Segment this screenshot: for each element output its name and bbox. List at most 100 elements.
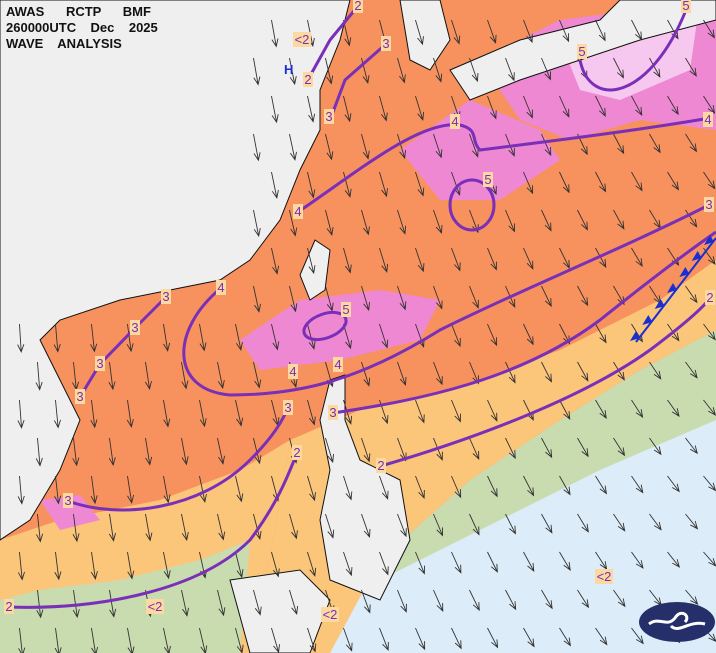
wind-arrow bbox=[649, 513, 662, 531]
wind-arrow bbox=[415, 399, 425, 424]
wind-arrow bbox=[487, 95, 497, 120]
wind-arrow bbox=[595, 627, 608, 646]
wind-arrow bbox=[361, 361, 371, 387]
front-triangle bbox=[704, 235, 714, 245]
front-triangle bbox=[679, 267, 690, 277]
wind-arrow bbox=[433, 57, 443, 83]
wind-arrow bbox=[253, 513, 262, 541]
wind-arrow bbox=[631, 171, 643, 192]
wind-arrow bbox=[559, 475, 571, 496]
wind-arrow bbox=[577, 437, 589, 458]
wind-arrow bbox=[181, 513, 189, 542]
wind-arrow bbox=[631, 551, 644, 569]
contour-label-bg bbox=[95, 356, 105, 371]
wind-arrow bbox=[415, 551, 425, 575]
contour-label-bg bbox=[146, 599, 164, 614]
wind-arrow bbox=[685, 57, 697, 77]
contour-label-bg bbox=[703, 112, 713, 127]
wind-arrow bbox=[325, 57, 334, 85]
contour-label: 3 bbox=[705, 197, 712, 212]
wind-arrow bbox=[253, 589, 262, 616]
wind-arrow bbox=[72, 589, 80, 619]
wind-arrow bbox=[415, 95, 425, 121]
wind-arrow bbox=[217, 437, 225, 465]
wind-arrow bbox=[577, 361, 589, 382]
contour-label: 2 bbox=[304, 72, 311, 87]
wind-arrow bbox=[90, 551, 98, 581]
wind-arrow bbox=[253, 57, 261, 86]
wind-arrow bbox=[72, 437, 80, 467]
wind-arrow bbox=[54, 551, 62, 581]
map-header: AWAS RCTP BMF 260000UTC Dec 2025 WAVE ANAL… bbox=[6, 4, 158, 52]
wind-arrow bbox=[253, 437, 262, 465]
wind-arrow bbox=[397, 133, 406, 160]
contour-label: 4 bbox=[289, 364, 296, 379]
wind-arrow bbox=[541, 209, 552, 232]
contour-labels: 2 <2 3 2 3 5 5 4 4 5 4 3 3 4 3 5 3 3 4 4 2 3 3 2 2 3 <2 <2 <2 2 bbox=[4, 0, 715, 622]
wind-arrow bbox=[487, 247, 497, 271]
wind-arrow bbox=[541, 57, 551, 81]
wind-arrow bbox=[307, 247, 316, 275]
wind-arrow bbox=[685, 513, 699, 530]
contour-2 bbox=[303, 5, 360, 86]
contour-label-bg bbox=[63, 493, 73, 508]
contour-label-bg bbox=[75, 389, 85, 404]
wind-arrow bbox=[109, 589, 117, 618]
wind-arrow bbox=[235, 323, 243, 351]
wind-arrow bbox=[271, 95, 279, 124]
wind-arrow bbox=[451, 475, 462, 499]
wind-arrow bbox=[199, 399, 207, 428]
wind-arrow bbox=[144, 361, 152, 390]
contour-label-bg bbox=[303, 72, 313, 87]
wind-arrow bbox=[451, 323, 461, 348]
wind-arrow bbox=[415, 19, 424, 46]
wind-arrow bbox=[253, 209, 261, 238]
wind-arrow bbox=[649, 133, 661, 154]
contour-5-central bbox=[448, 178, 496, 232]
wind-arrow bbox=[253, 361, 262, 389]
wind-arrow bbox=[433, 285, 443, 310]
contour-label: 3 bbox=[284, 400, 291, 415]
contour-label-bg bbox=[353, 0, 363, 13]
contour-label-bg bbox=[704, 197, 714, 212]
wind-arrow bbox=[361, 513, 371, 539]
wind-arrow bbox=[667, 95, 679, 116]
wind-arrow bbox=[685, 285, 698, 304]
contour-label: 3 bbox=[131, 320, 138, 335]
wind-arrow bbox=[703, 399, 716, 416]
wind-arrow bbox=[361, 437, 371, 463]
contour-label-bg bbox=[293, 204, 303, 219]
wind-arrow bbox=[163, 399, 171, 428]
wind-arrow bbox=[541, 361, 552, 383]
wind-arrow bbox=[17, 551, 25, 581]
wind-arrow bbox=[199, 475, 207, 503]
wind-arrow bbox=[523, 551, 535, 572]
wind-arrow bbox=[217, 361, 225, 390]
wind-arrow bbox=[487, 475, 498, 498]
land-borneo bbox=[229, 569, 331, 653]
wind-arrow bbox=[451, 627, 462, 650]
contour-label-bg bbox=[376, 458, 386, 473]
wind-arrow bbox=[17, 323, 25, 353]
wind-arrow bbox=[379, 627, 389, 652]
wind-arrow bbox=[343, 247, 352, 274]
contour-label-bg bbox=[216, 280, 226, 295]
wind-arrow bbox=[469, 513, 480, 536]
wind-arrow bbox=[703, 95, 716, 115]
wind-arrow bbox=[36, 513, 44, 543]
wind-arrow bbox=[127, 551, 135, 580]
cwa-logo-icon bbox=[639, 602, 715, 642]
wind-arrow bbox=[595, 323, 607, 344]
contour-label-bg bbox=[4, 599, 14, 614]
wind-arrow bbox=[289, 209, 298, 237]
contour-3-east bbox=[332, 230, 716, 415]
header-line-2: 260000UTC Dec 2025 bbox=[6, 20, 158, 35]
wind-arrow bbox=[379, 551, 389, 576]
wind-arrow bbox=[325, 133, 334, 161]
wind-arrow bbox=[469, 361, 479, 385]
wind-arrow bbox=[325, 437, 335, 464]
wind-arrow bbox=[649, 437, 662, 456]
wind-arrow bbox=[90, 399, 98, 429]
wind-arrow bbox=[289, 513, 298, 540]
contour-label: 5 bbox=[682, 0, 689, 13]
